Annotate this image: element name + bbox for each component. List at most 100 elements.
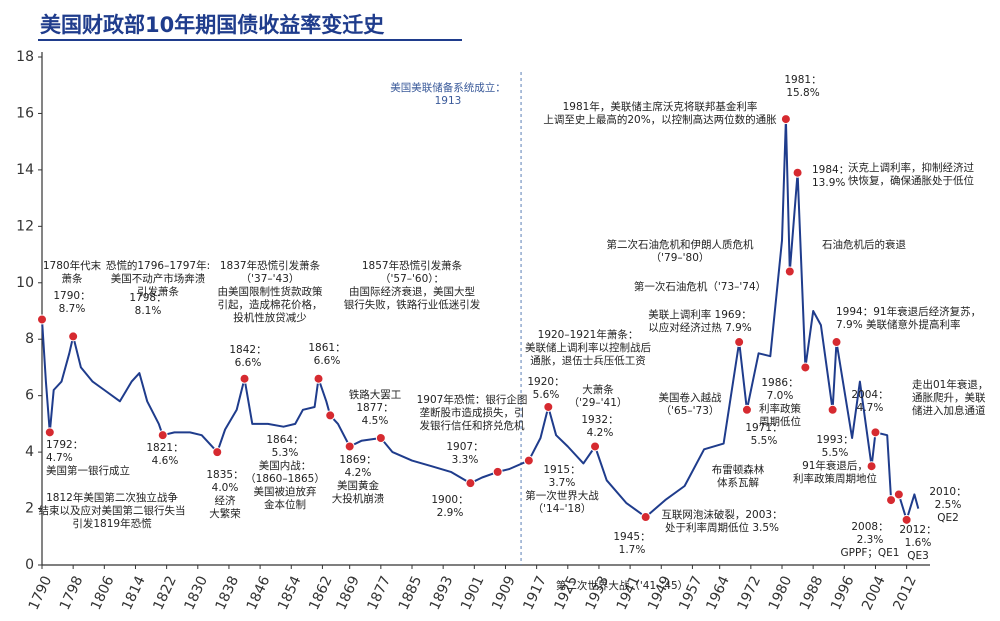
annotation-text: 1971： — [745, 422, 782, 434]
annotation-dot — [523, 455, 534, 466]
x-tick-label: 1996 — [828, 574, 858, 613]
annotation-text: 引发萧条 — [137, 285, 179, 298]
annotation-dot — [543, 401, 554, 412]
annotation-text: 美联上调利率 1969： — [648, 308, 752, 321]
annotation-text: 1835： — [206, 469, 243, 481]
annotation-dot — [827, 404, 838, 415]
x-tick-label: 1972 — [735, 574, 765, 613]
annotation-text: 恐慌的1796–1797年: — [106, 259, 210, 272]
annotation-text: 美联储上调利率以控制战后 — [525, 341, 651, 354]
fed-label: 1913 — [435, 95, 462, 107]
x-tick-label: 1988 — [797, 574, 827, 613]
annotation-text: 第二次世界大战（'41–'45） — [556, 579, 688, 592]
annotation-text: 第一次世界大战 — [525, 489, 599, 502]
annotation-dot — [741, 404, 752, 415]
annotation-text: 美国被迫放弃 — [254, 485, 317, 498]
y-tick-label: 10 — [16, 275, 34, 291]
annotation-text: 8.1% — [135, 305, 162, 317]
y-tick-label: 16 — [16, 105, 34, 121]
annotation-text: 利率政策 — [759, 402, 801, 415]
annotation-text: 4.6% — [152, 455, 179, 467]
annotation-dot — [866, 461, 877, 472]
annotation-text: （1860–1865） — [245, 473, 325, 485]
annotation-text: 2012： — [899, 524, 936, 536]
annotation-text: 1877： — [356, 402, 393, 414]
annotation-dot — [784, 266, 795, 277]
annotation-text: GPPF；QE1 — [841, 547, 900, 559]
x-tick-label: 1901 — [458, 574, 488, 613]
annotation-dot — [792, 167, 803, 178]
annotation-text: 1945： — [613, 531, 650, 543]
x-tick-label: 1854 — [275, 574, 305, 613]
annotation-text: 快恢复，确保通胀处于低位 — [848, 174, 974, 187]
annotation-text: 1900： — [431, 494, 468, 506]
annotation-dot — [239, 373, 250, 384]
annotation-dot — [325, 410, 336, 421]
annotation-text: （'14–'18） — [533, 503, 592, 515]
annotation-dot — [157, 430, 168, 441]
annotation-text: 1812年美国第二次独立战争 — [46, 491, 178, 504]
annotation-text: 2.3% — [857, 534, 884, 546]
annotation-text: 4.7% — [46, 452, 73, 464]
annotation-text: 美国黄金 — [337, 479, 379, 492]
annotation-text: 处于利率周期低位 3.5% — [665, 521, 779, 534]
annotation-text: 美国内战： — [259, 459, 312, 472]
x-tick-label: 1822 — [150, 574, 180, 613]
annotation-text: 上调至史上最高的20%，以控制高达两位数的通胀 — [543, 113, 777, 126]
x-tick-label: 1862 — [306, 574, 336, 613]
annotation-text: 1994：91年衰退后经济复苏， — [836, 305, 981, 318]
annotation-text: （'57–'60）： — [380, 273, 444, 285]
x-tick-label: 1869 — [333, 574, 363, 613]
y-tick-label: 14 — [16, 162, 34, 178]
annotation-text: 4.0% — [212, 482, 239, 494]
x-tick-label: 1877 — [365, 574, 395, 613]
annotation-text: 1790： — [53, 290, 90, 302]
annotation-text: 3.3% — [452, 454, 479, 466]
annotation-text: 储进入加息通道 — [912, 404, 986, 417]
annotation-text: 2010： — [929, 486, 966, 498]
annotation-dot — [780, 114, 791, 125]
annotation-text: 1837年恐慌引发萧条 — [220, 259, 321, 272]
annotation-text: 大萧条 — [582, 383, 614, 396]
annotation-text: 1932： — [581, 414, 618, 426]
annotation-dot — [886, 495, 897, 506]
annotation-text: 周期低位 — [759, 415, 801, 428]
x-tick-label: 1830 — [181, 574, 211, 613]
annotation-text: 6.6% — [235, 357, 262, 369]
annotation-text: 1907年恐慌：银行企图 — [417, 393, 528, 406]
annotation-text: QE3 — [907, 550, 929, 562]
annotation-text: 6.6% — [314, 355, 341, 367]
x-tick-label: 1798 — [57, 574, 87, 613]
y-tick-label: 2 — [25, 501, 34, 517]
annotation-text: 91年衰退后， — [802, 459, 868, 472]
annotation-text: 1986： — [761, 377, 798, 389]
annotation-text: 引起，造成棉花价格， — [218, 298, 323, 311]
annotation-dot — [465, 478, 476, 489]
annotation-text: 1869： — [339, 454, 376, 466]
x-tick-label: 1917 — [520, 574, 550, 613]
x-tick-label: 1806 — [88, 574, 118, 613]
annotation-text: 经济 — [215, 494, 236, 507]
annotation-text: 1915： — [543, 464, 580, 476]
annotation-text: 1920–1921年萧条： — [538, 328, 639, 341]
annotation-dot — [492, 466, 503, 477]
annotation-text: QE2 — [937, 512, 959, 524]
y-tick-label: 18 — [16, 49, 34, 65]
annotation-dot — [68, 331, 79, 342]
annotation-text: 13.9% — [812, 177, 845, 189]
annotation-text: 8.7% — [59, 303, 86, 315]
annotation-text: 4.7% — [857, 402, 884, 414]
annotation-dot — [734, 337, 745, 348]
annotation-text: 1857年恐慌引发萧条 — [362, 259, 463, 272]
y-tick-label: 6 — [25, 388, 34, 404]
annotation-dot — [44, 427, 55, 438]
annotation-text: 7.9% 美联储意外提高利率 — [836, 318, 961, 331]
annotation-text: 美国卷入越战 — [659, 391, 722, 404]
annotation-text: 1993： — [816, 434, 853, 446]
x-tick-label: 2012 — [890, 574, 920, 613]
y-tick-label: 12 — [16, 218, 34, 234]
annotation-text: 1780年代末 — [43, 259, 102, 272]
annotation-text: 由美国限制性货款政策 — [218, 285, 323, 298]
annotation-text: 1864： — [266, 434, 303, 446]
annotation-dot — [893, 489, 904, 500]
